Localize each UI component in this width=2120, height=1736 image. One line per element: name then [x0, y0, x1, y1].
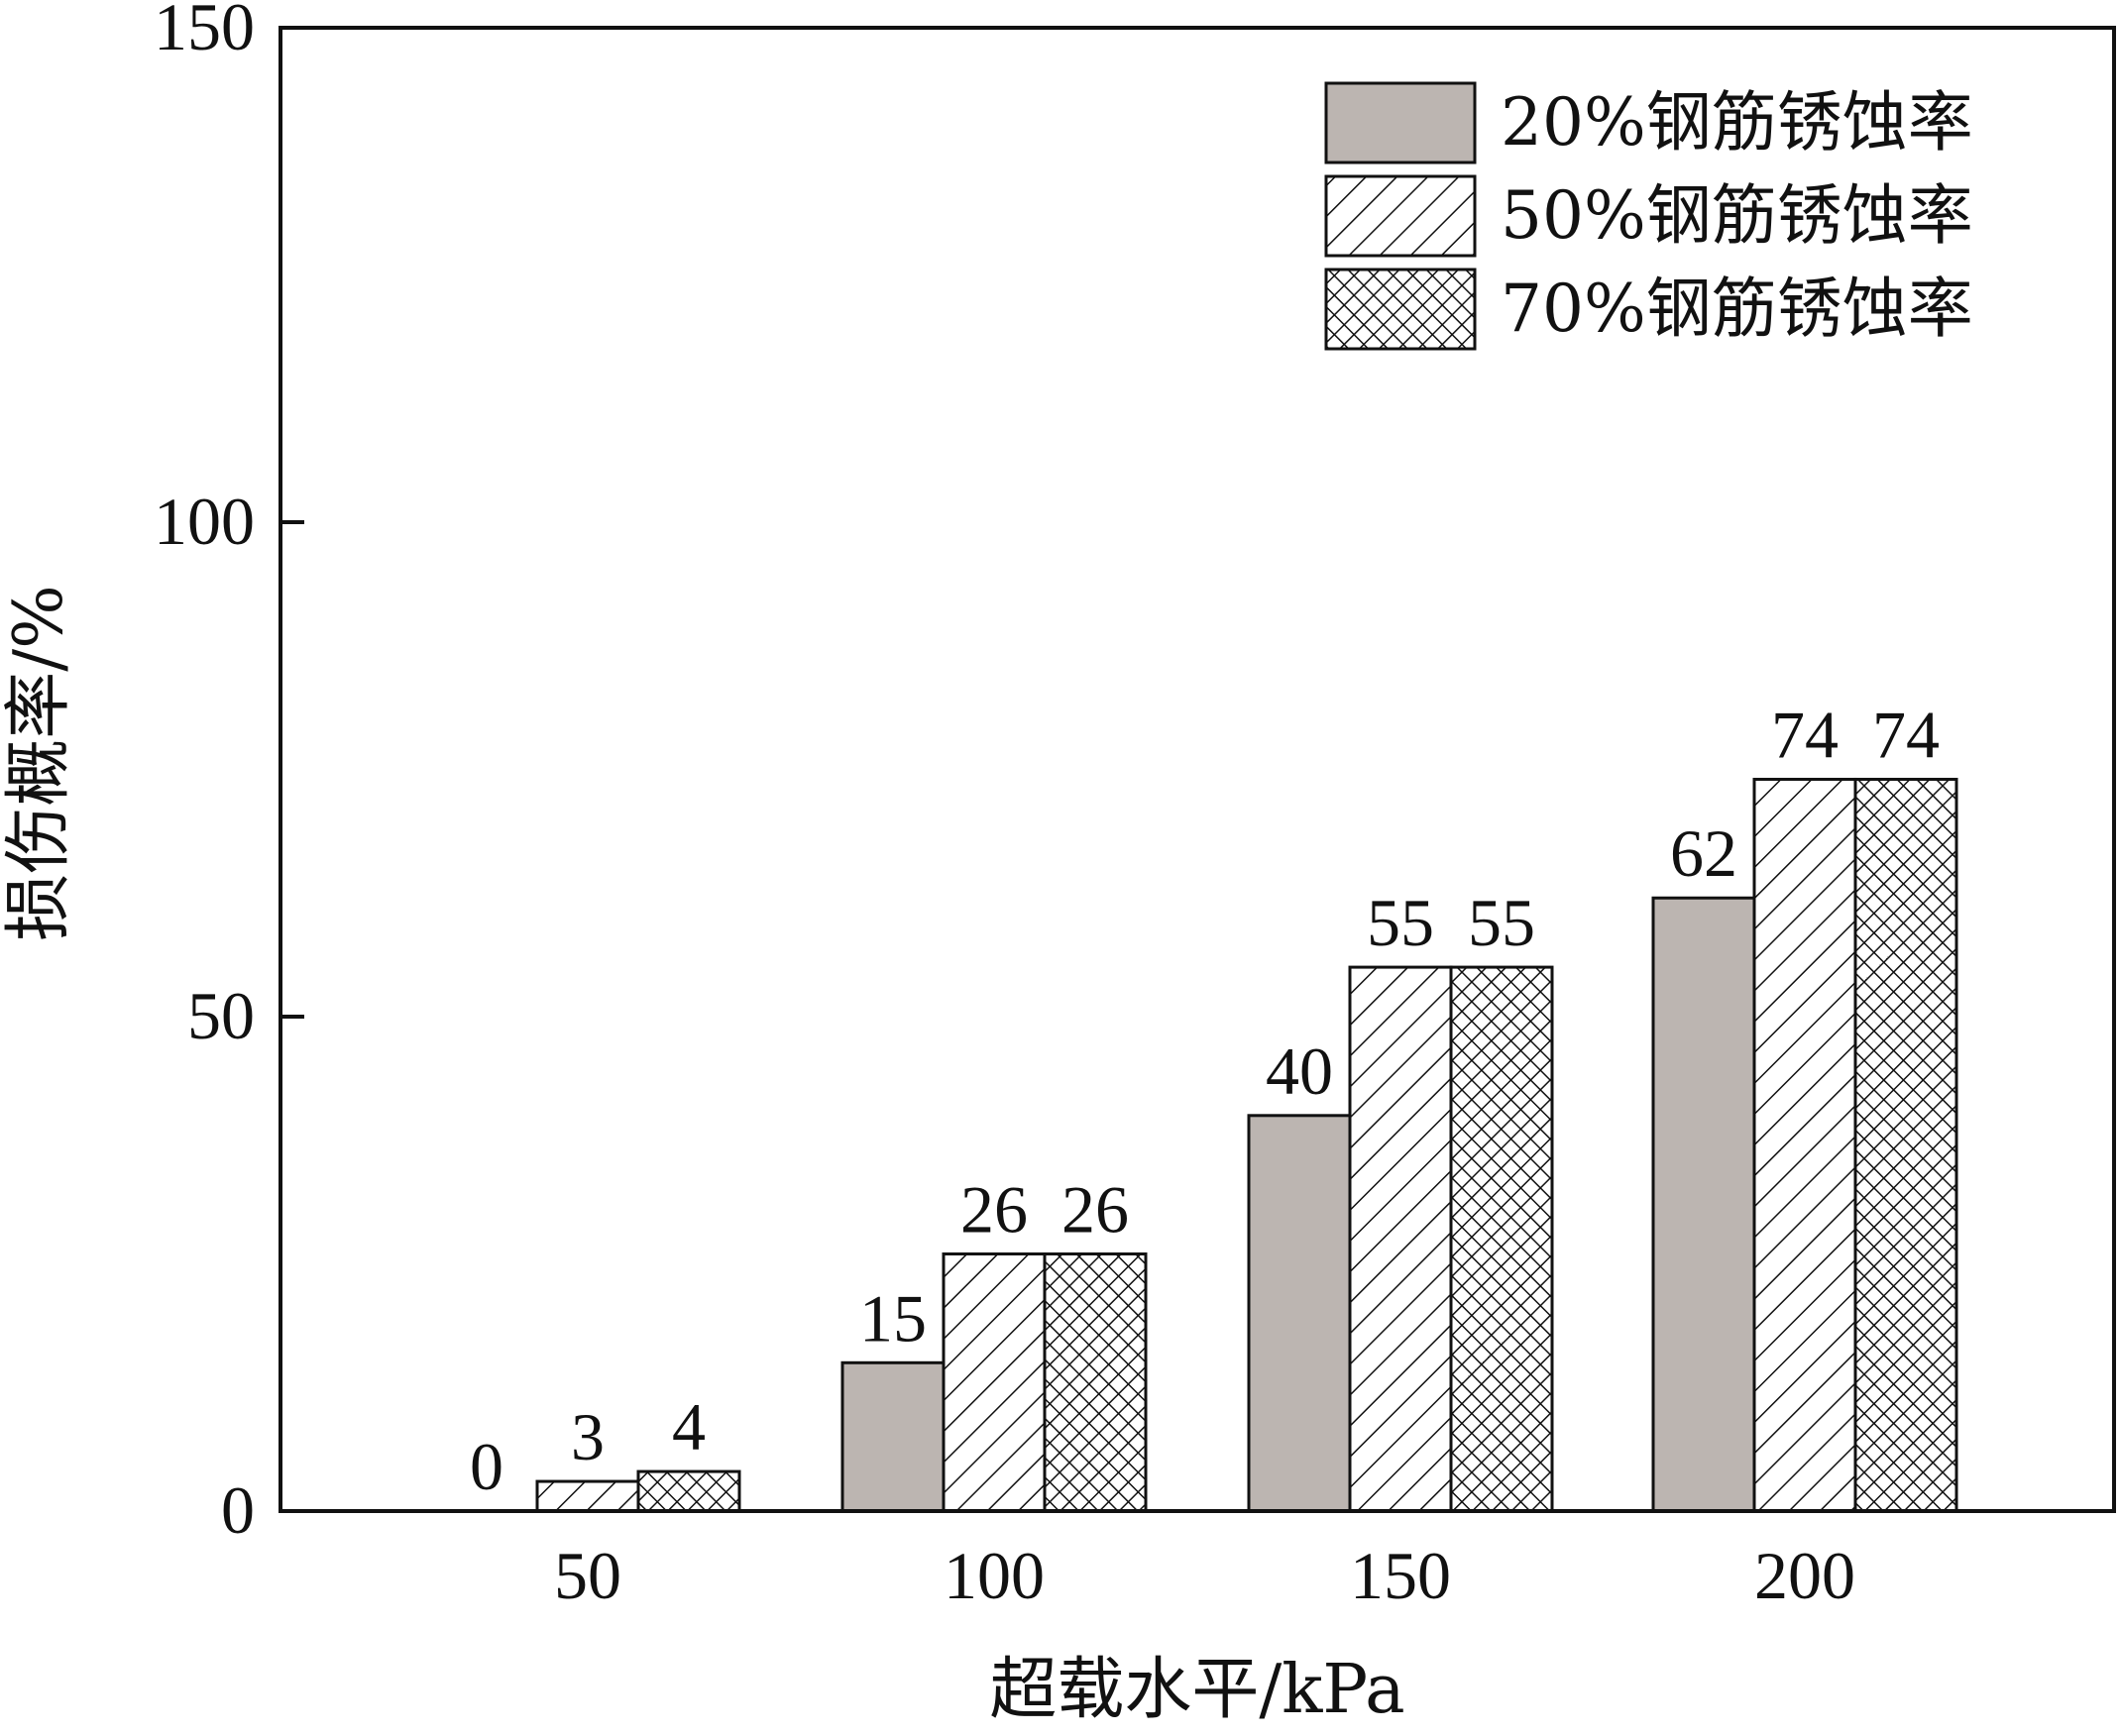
x-tick-label: 100	[944, 1538, 1045, 1613]
bar-100-series-0	[840, 1360, 946, 1513]
plot-frame	[279, 26, 2116, 1513]
y-tick-label: 0	[221, 1472, 255, 1548]
bar-50-series-2	[636, 1469, 741, 1513]
data-label-50-series-2: 4	[672, 1389, 706, 1465]
legend-swatch-50-percent	[1324, 174, 1477, 258]
bar-200-series-1	[1752, 777, 1857, 1513]
data-label-150-series-2: 55	[1468, 885, 1535, 960]
legend-swatch-70-percent	[1324, 268, 1477, 351]
bar-150-series-1	[1348, 965, 1453, 1513]
bar-100-series-1	[942, 1252, 1047, 1513]
y-tick-label: 150	[154, 0, 255, 64]
x-tick-label: 200	[1754, 1538, 1855, 1613]
data-label-200-series-0: 62	[1670, 815, 1737, 891]
data-label-50-series-1: 3	[571, 1399, 605, 1474]
legend-label-50-percent: 50%钢筋锈蚀率	[1501, 177, 1973, 254]
data-label-100-series-0: 15	[859, 1280, 927, 1356]
data-labels-group: 0 3 4 15 26 26 40 55 55 62 74 74	[470, 697, 1940, 1504]
legend-swatch-20-percent	[1324, 81, 1477, 164]
y-tick-label: 100	[154, 484, 255, 559]
bars-group	[535, 777, 1958, 1513]
y-tick-label: 50	[187, 978, 255, 1053]
data-label-150-series-0: 40	[1266, 1033, 1333, 1109]
x-axis-title: 超载水平/kPa	[989, 1651, 1404, 1729]
bar-100-series-2	[1043, 1252, 1148, 1513]
legend-label-20-percent: 20%钢筋锈蚀率	[1501, 84, 1973, 161]
x-tick-label: 150	[1350, 1538, 1451, 1613]
legend: 20%钢筋锈蚀率 50%钢筋锈蚀率 70%钢筋锈蚀率	[1324, 81, 1973, 351]
bar-150-series-2	[1449, 965, 1554, 1513]
bar-50-series-1	[535, 1479, 640, 1513]
bar-200-series-2	[1853, 777, 1958, 1513]
data-label-50-series-0: 0	[470, 1429, 503, 1504]
legend-label-70-percent: 70%钢筋锈蚀率	[1501, 271, 1973, 347]
data-label-100-series-1: 26	[960, 1172, 1028, 1248]
y-axis-ticks: 0 50 100 150	[154, 0, 304, 1548]
data-label-100-series-2: 26	[1061, 1172, 1129, 1248]
data-label-200-series-2: 74	[1872, 697, 1940, 772]
y-axis-title: 损伤概率/%	[0, 585, 78, 941]
x-axis-ticks: 50 100 150 200	[554, 1538, 1855, 1613]
data-label-150-series-1: 55	[1367, 885, 1434, 960]
bar-150-series-0	[1247, 1114, 1352, 1513]
bar-200-series-0	[1651, 896, 1756, 1513]
x-tick-label: 50	[554, 1538, 621, 1613]
data-label-200-series-1: 74	[1771, 697, 1839, 772]
